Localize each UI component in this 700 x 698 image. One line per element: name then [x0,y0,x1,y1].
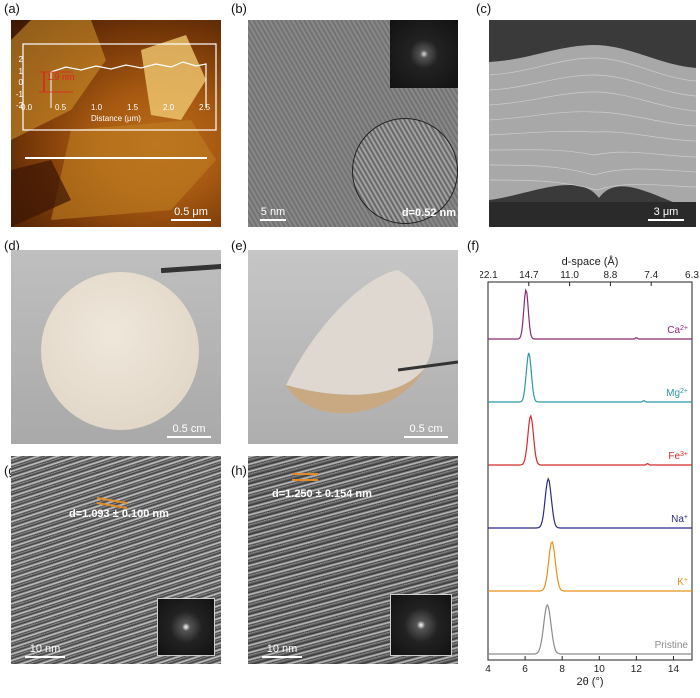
top-tick-label: 6.3 [685,270,699,281]
panel-label-a: (a) [4,1,20,16]
panel-label-f: (f) [467,238,480,253]
scale-bar-h: 10 nm [262,643,302,658]
series-label-fe: Fe3+ [668,451,688,463]
xrd-chart: 4 6 8 10 12 14 22.1 14.7 11.0 8.8 7.4 6.3 2θ (°) d-sp… [480,255,699,688]
profile-xtick: 1.0 [91,103,103,112]
profile-xtick: 0.5 [55,103,67,112]
series-line-k [488,540,692,592]
x-tick-label: 12 [631,664,643,675]
scale-bar-d: 0.5 cm [167,423,211,438]
magnified-lattice-inset [352,118,458,224]
panel-label-c: (c) [476,1,492,16]
tweezers-e [397,360,458,372]
membrane-disc [41,272,199,430]
membrane-photo-flat: 0.5 cm [11,250,221,444]
tem-image-g: d=1.093 ± 0.100 nm 10 nm [11,456,221,664]
profile-inset-frame [22,43,217,131]
tem-image-h: d=1.250 ± 0.154 nm 10 nm [248,456,458,664]
panel-label-e: (e) [231,238,247,253]
profile-ytick: 0 [18,78,23,87]
profile-xtick: 0.0 [21,103,33,112]
interlayer-spacing-label: d=1.250 ± 0.154 nm [272,488,372,500]
membrane-photo-folded: 0.5 cm [248,250,458,444]
x-tick-label: 14 [668,664,680,675]
plot-frame [487,281,693,661]
profile-xtick: 2.5 [199,103,211,112]
scale-bar-g: 10 nm [25,643,65,658]
profile-ytick: 1 [18,66,23,76]
afm-image: 2 1 0 -1 -2 1.9 nm 0.0 0.5 1.0 1.5 2.0 2… [11,20,221,227]
profile-ytick: -1 [15,89,23,99]
series-line-mg [488,352,692,403]
profile-xtick: 1.5 [127,103,139,112]
panel-label-h: (h) [231,463,247,478]
top-tick-label: 7.4 [644,270,658,281]
scale-bar-c: 3 μm [648,206,684,221]
x-tick-label: 6 [522,664,528,675]
interlayer-spacing-label: d=1.093 ± 0.100 nm [69,508,169,520]
tweezers [160,263,221,274]
height-label: 1.9 nm [47,72,75,82]
profile-xtick: 2.0 [163,103,175,112]
top-tick-label: 14.7 [519,270,539,281]
scale-bar-b: 5 nm [260,206,286,221]
x-tick-label: 4 [485,664,491,675]
panel-label-d: (d) [4,238,20,253]
sem-cross-section: 3 μm [489,20,696,227]
series-line-pristine [488,603,692,655]
scale-bar-a: 0.5 μm [171,206,211,221]
series-line-ca [488,288,692,340]
profile-ytick: 2 [18,55,23,64]
top-tick-label: 8.8 [603,270,617,281]
height-profile-line [50,61,207,108]
fft-inset-g [157,598,215,656]
top-axis-label: d-space (Å) [562,255,619,268]
top-tick-label: 11.0 [560,270,579,281]
x-axis-label: 2θ (°) [576,676,603,688]
series-label-ca: Ca2+ [667,325,688,337]
profile-ytick: -2 [15,101,23,110]
series-label-k: K+ [677,577,688,589]
scale-bar-e: 0.5 cm [404,423,448,438]
top-tick-label: 22.1 [480,270,498,281]
fft-inset-h [390,594,452,656]
series-line-fe [488,414,692,466]
panel-label-b: (b) [231,1,247,16]
hrtem-image: d=0.52 nm 5 nm [248,20,458,227]
fft-inset [390,20,458,88]
series-label-pristine: Pristine [655,640,689,651]
series-line-na [488,477,692,529]
lattice-spacing-label: d=0.52 nm [401,207,456,219]
profile-xlabel: Distance (μm) [91,114,141,123]
x-tick-label: 8 [559,664,565,675]
series-label-mg: Mg2+ [666,388,688,400]
series-label-na: Na+ [671,514,688,526]
x-tick-label: 10 [594,664,606,675]
